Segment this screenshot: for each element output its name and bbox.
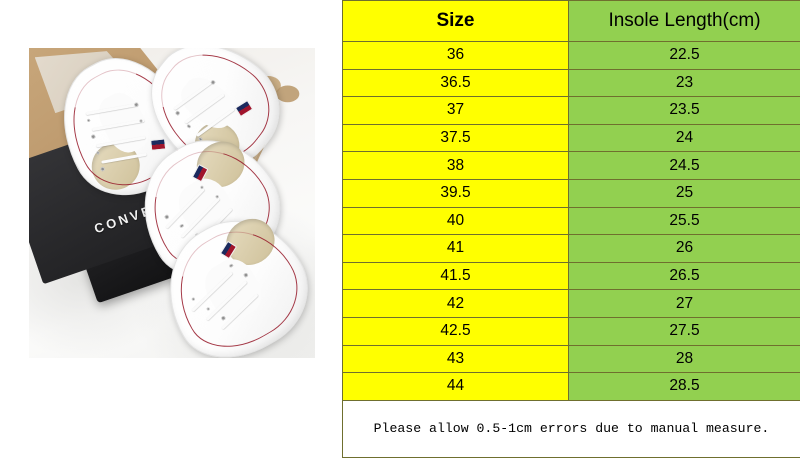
cell-insole-length: 25 (569, 179, 800, 207)
cell-insole-length: 27 (569, 290, 800, 318)
table-row: 36.5 23 (343, 69, 800, 97)
cell-size: 38 (343, 152, 569, 180)
table-row: 40 25.5 (343, 207, 800, 235)
table-header: Size Insole Length(cm) (343, 1, 800, 42)
table-row: 41 26 (343, 235, 800, 263)
table-row: 37.5 24 (343, 124, 800, 152)
sneaker-2-logo-patch (235, 99, 254, 116)
cell-size: 39.5 (343, 179, 569, 207)
table-body: 36 22.5 36.5 23 37 23.5 37.5 24 38 24. (343, 42, 800, 458)
sneaker-2-eyelet (186, 123, 191, 128)
column-header-size: Size (343, 1, 569, 42)
table-header-row: Size Insole Length(cm) (343, 1, 800, 42)
cell-insole-length: 26 (569, 235, 800, 263)
cell-insole-length: 28 (569, 345, 800, 373)
table-row: 37 23.5 (343, 97, 800, 125)
cell-size: 40 (343, 207, 569, 235)
cell-size: 37.5 (343, 124, 569, 152)
cell-insole-length: 24.5 (569, 152, 800, 180)
cell-insole-length: 28.5 (569, 373, 800, 401)
cell-size: 44 (343, 373, 569, 401)
cell-size: 36 (343, 42, 569, 70)
table-row: 41.5 26.5 (343, 262, 800, 290)
cell-insole-length: 25.5 (569, 207, 800, 235)
table-row: 42 27 (343, 290, 800, 318)
table-note-row: Please allow 0.5-1cm errors due to manua… (343, 400, 800, 457)
table-row: 36 22.5 (343, 42, 800, 70)
cell-insole-length: 27.5 (569, 317, 800, 345)
size-chart-table: Size Insole Length(cm) 36 22.5 36.5 23 3… (342, 0, 800, 458)
size-chart-table-wrapper: Size Insole Length(cm) 36 22.5 36.5 23 3… (342, 0, 800, 441)
table-row: 38 24.5 (343, 152, 800, 180)
sneaker-1-eyelet (91, 135, 96, 140)
measurement-disclaimer-note: Please allow 0.5-1cm errors due to manua… (343, 400, 800, 457)
table-row: 39.5 25 (343, 179, 800, 207)
cell-size: 42.5 (343, 317, 569, 345)
sneaker-3-eyelet (179, 224, 184, 229)
cell-size: 43 (343, 345, 569, 373)
cell-size: 37 (343, 97, 569, 125)
cell-insole-length: 23.5 (569, 97, 800, 125)
sneaker-3-eyelet (164, 215, 169, 220)
size-chart-page: CONVERSE (0, 0, 800, 441)
table-row: 43 28 (343, 345, 800, 373)
table-row: 44 28.5 (343, 373, 800, 401)
sneaker-4-eyelet (191, 297, 196, 302)
sneaker-1-eyelet (87, 119, 92, 124)
cell-insole-length: 24 (569, 124, 800, 152)
cell-insole-length: 26.5 (569, 262, 800, 290)
sneaker-1-logo-patch (151, 139, 167, 152)
column-header-insole-length: Insole Length(cm) (569, 1, 800, 42)
photo-background: CONVERSE (29, 48, 315, 358)
cell-size: 41 (343, 235, 569, 263)
product-photo: CONVERSE (29, 48, 315, 358)
cell-size: 41.5 (343, 262, 569, 290)
cell-insole-length: 22.5 (569, 42, 800, 70)
cell-insole-length: 23 (569, 69, 800, 97)
cell-size: 36.5 (343, 69, 569, 97)
sneaker-4-eyelet (206, 306, 211, 311)
table-row: 42.5 27.5 (343, 317, 800, 345)
cell-size: 42 (343, 290, 569, 318)
sneaker-2-eyelet (175, 110, 180, 115)
